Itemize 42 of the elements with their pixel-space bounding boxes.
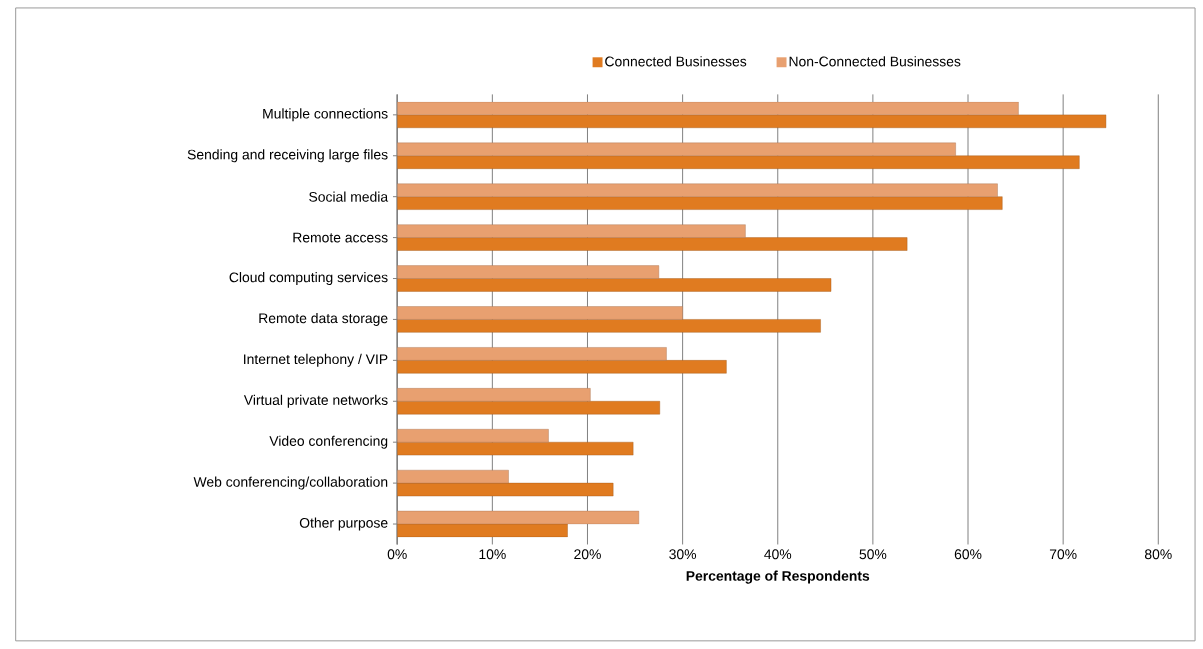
- x-tick-label: 80%: [1144, 549, 1172, 560]
- y-tick-label: Internet telephony / VIP: [244, 353, 388, 367]
- bar: [397, 511, 640, 525]
- x-tick-label: 20%: [574, 549, 601, 560]
- x-tick-label: 50%: [859, 549, 887, 560]
- bar: [397, 388, 591, 402]
- y-tick-label: Remote access: [293, 232, 388, 243]
- x-tick-label: 30%: [669, 549, 697, 560]
- bar: [397, 114, 1107, 129]
- bar: [397, 347, 667, 361]
- x-tick-label: 10%: [479, 549, 506, 560]
- y-tick-label: Remote data storage: [259, 313, 388, 327]
- y-tick-label: Web conferencing/collaboration: [193, 476, 388, 490]
- bar: [397, 429, 549, 443]
- y-tick-label: Virtual private networks: [243, 394, 388, 408]
- legend-label: Connected Businesses: [605, 56, 747, 67]
- y-tick-label: Multiple connections: [263, 108, 388, 122]
- bar: [397, 237, 908, 251]
- y-tick-label: Other purpose: [299, 517, 388, 531]
- x-tick-label: 70%: [1049, 549, 1077, 560]
- bar: [397, 196, 1003, 210]
- bar: [397, 183, 998, 197]
- x-tick-label: 0%: [387, 549, 407, 560]
- bar: [397, 401, 660, 415]
- y-tick-label: Social media: [309, 191, 389, 202]
- bar: [397, 470, 509, 484]
- bar: [397, 265, 660, 279]
- y-tick-label: Sending and receiving large files: [187, 149, 388, 163]
- x-tick-label: 40%: [764, 549, 792, 560]
- x-tick-label: 60%: [954, 549, 982, 560]
- bar: [397, 101, 1019, 116]
- bar: [397, 142, 956, 157]
- y-tick-label: Video conferencing: [269, 435, 388, 449]
- y-tick-label: Cloud computing services: [229, 272, 388, 286]
- legend-label: Non-Connected Businesses: [789, 56, 961, 67]
- x-axis-title: Percentage of Respondents: [686, 570, 870, 584]
- bar: [397, 224, 746, 238]
- bar: [397, 319, 821, 333]
- bar: [397, 155, 1080, 169]
- bar: [397, 306, 683, 320]
- bar: [397, 360, 727, 374]
- bar: [397, 278, 832, 292]
